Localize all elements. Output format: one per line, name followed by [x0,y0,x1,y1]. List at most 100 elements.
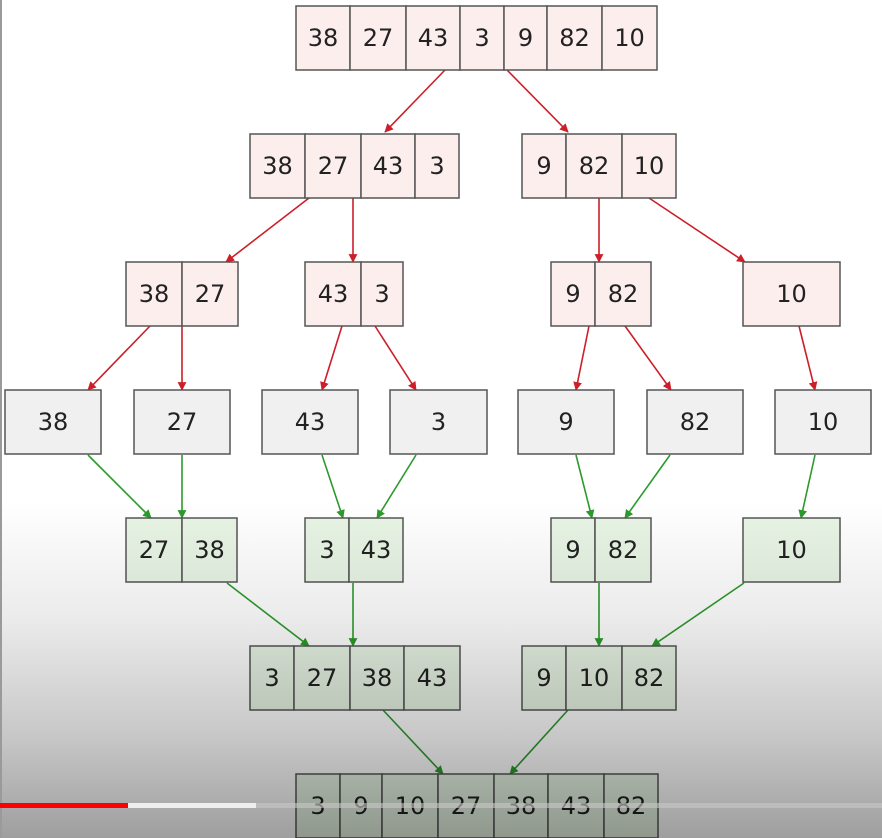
array-cell [594,261,652,327]
array-value: 82 [608,280,639,308]
merge-arrow-18 [624,454,671,519]
merge-arrow-23 [651,582,745,647]
array-cell [304,261,362,327]
array-value: 82 [579,152,610,180]
array-value: 38 [308,24,339,52]
array-cell [181,517,238,583]
array-cell [348,517,404,583]
array-cell [249,645,295,711]
array-cell [249,133,306,199]
array-value: 82 [634,664,665,692]
array-node-r4-n1: 3 43 [304,517,404,583]
merge-arrow-25 [509,709,569,775]
merge-arrow-20 [226,582,310,647]
array-value: 3 [429,152,444,180]
array-node-r3-n2: 43 [261,389,359,455]
array-value: 10 [634,152,665,180]
array-value: 27 [139,536,170,564]
array-value: 9 [536,664,551,692]
progress-buffered [128,803,256,808]
merge-arrow-17 [575,454,595,519]
array-value: 82 [608,536,639,564]
array-node-r3-n1: 27 [133,389,231,455]
split-arrow-6 [87,325,151,391]
array-value: 43 [295,408,326,436]
array-value: 3 [374,280,389,308]
array-cell [389,389,488,455]
split-arrow-1 [506,69,569,133]
array-value: 27 [307,664,338,692]
array-cell [360,133,416,199]
merge-arrow-19 [798,454,816,519]
array-cell [295,5,351,71]
array-node-r5-n1: 9 10 82 [521,645,677,711]
array-cell [349,5,407,71]
array-value: 38 [139,280,170,308]
array-node-r4-n0: 27 38 [125,517,238,583]
array-value: 3 [319,536,334,564]
split-arrow-2 [225,197,310,263]
array-cell [517,389,615,455]
array-cell [521,133,567,199]
edges [87,69,818,775]
array-cell [550,261,596,327]
array-cell [459,5,505,71]
split-arrow-12 [798,325,818,391]
split-arrow-0 [384,69,446,133]
array-cell [304,517,350,583]
merge-arrow-13 [87,454,152,519]
array-value: 43 [318,280,349,308]
array-value: 43 [361,536,392,564]
array-value: 3 [474,24,489,52]
array-node-r0-n0: 38 27 43 3 9 82 10 [295,5,658,71]
array-node-r2-n2: 9 82 [550,261,652,327]
array-node-r3-n5: 82 [646,389,744,455]
video-progress-bar[interactable] [0,803,882,808]
progress-played [0,803,128,808]
array-value: 3 [431,408,446,436]
array-node-r3-n6: 10 [774,389,872,455]
array-value: 9 [565,280,580,308]
merge-arrow-16 [376,454,417,519]
split-arrow-9 [374,325,417,391]
array-cell [521,645,567,711]
array-value: 38 [262,152,293,180]
array-value: 9 [558,408,573,436]
array-cell [4,389,102,455]
array-value: 27 [318,152,349,180]
array-value: 9 [536,152,551,180]
array-cell [621,645,677,711]
split-arrow-10 [573,325,590,391]
array-cell [261,389,359,455]
split-arrow-5 [648,197,746,263]
merge-arrow-24 [382,709,444,775]
array-node-r1-n0: 38 27 43 3 [249,133,460,199]
array-value: 10 [614,24,645,52]
array-value: 10 [808,408,839,436]
array-node-r2-n0: 38 27 [125,261,239,327]
array-node-r5-n0: 3 27 38 43 [249,645,461,711]
array-node-r4-n2: 9 82 [550,517,652,583]
array-value: 43 [373,152,404,180]
array-cell [125,517,183,583]
array-cell [403,645,461,711]
array-value: 10 [579,664,610,692]
array-cell [405,5,461,71]
array-node-r3-n0: 38 [4,389,102,455]
array-node-r2-n1: 43 3 [304,261,404,327]
array-value: 82 [680,408,711,436]
array-value: 38 [38,408,69,436]
array-node-r3-n4: 9 [517,389,615,455]
array-value: 27 [363,24,394,52]
array-cell [360,261,404,327]
array-node-r2-n3: 10 [742,261,841,327]
array-value: 10 [776,536,807,564]
array-cell [621,133,677,199]
split-arrow-8 [320,325,343,391]
array-cell [546,5,603,71]
array-cell [565,133,623,199]
array-cell [181,261,239,327]
merge-arrow-15 [321,454,345,519]
array-value: 9 [518,24,533,52]
